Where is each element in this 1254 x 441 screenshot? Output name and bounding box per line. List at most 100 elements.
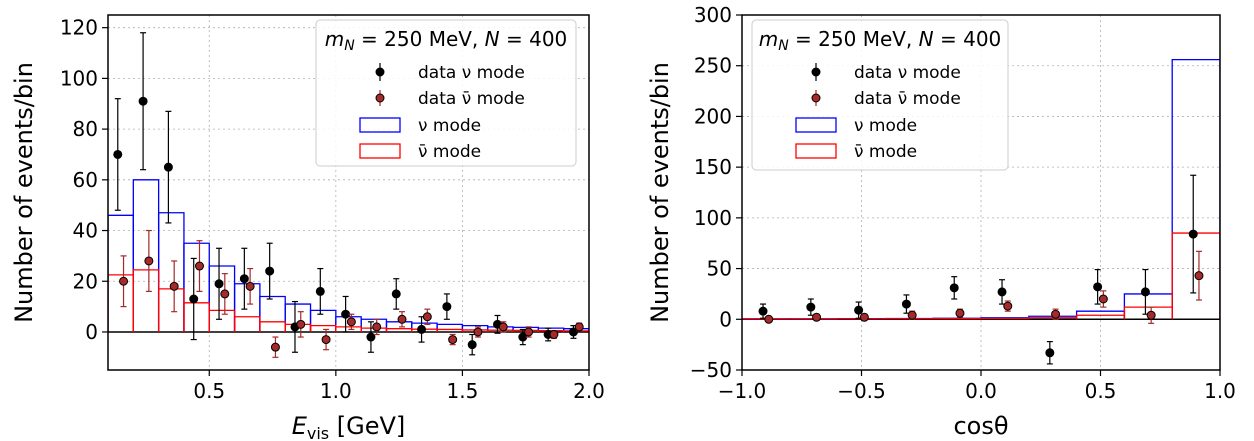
legend-label: data ν̄ mode (854, 89, 961, 109)
x-axis-label: cosθ (953, 412, 1008, 440)
legend-marker-data-nu (375, 67, 385, 77)
x-tick-label: 0.5 (193, 379, 225, 403)
legend-title-sub: N (778, 38, 789, 54)
data-point (265, 266, 275, 276)
legend-patch-nu (795, 117, 837, 133)
data-point (245, 281, 255, 291)
legend-label: data ν mode (418, 63, 525, 83)
data-point (113, 149, 123, 159)
x-label-main: E (292, 412, 308, 440)
data-point (758, 306, 768, 316)
data-point (366, 332, 376, 342)
chart-panel-2: −1.0 −0.5 0.0 0.5 1.0 −50 0 50 100 150 200 250 300 Nu… (646, 3, 1236, 440)
data-point (806, 302, 816, 312)
data-point (239, 274, 249, 284)
data-point (859, 312, 869, 322)
x-tick-label: −1.0 (718, 379, 767, 403)
y-tick-label: 250 (694, 54, 732, 78)
legend-marker-data-nubar (811, 93, 821, 103)
x-tick-label: −0.5 (837, 379, 886, 403)
hist-bar (233, 283, 261, 332)
legend-title: mN = 250 MeV, N = 400 (325, 27, 568, 54)
data-point (1093, 282, 1103, 292)
y-tick-label: 120 (60, 16, 98, 40)
hist-bar (259, 321, 286, 332)
data-point (391, 289, 401, 299)
legend: mN = 250 MeV, N = 400 data ν mode data ν̄ … (315, 19, 577, 167)
data-point (1051, 309, 1061, 319)
data-point (549, 330, 559, 339)
data-point (467, 340, 477, 350)
legend-patch-nubar (795, 143, 837, 159)
legend-title-m: m (325, 27, 344, 51)
legend-patch-nu (359, 117, 401, 133)
hist-bar (108, 214, 134, 332)
legend-title: mN = 250 MeV, N = 400 (759, 27, 1002, 54)
data-point (448, 335, 458, 345)
hist-bar (233, 316, 261, 332)
data-point (442, 302, 452, 312)
data-point (1194, 271, 1204, 281)
legend-title-sub: N (344, 38, 355, 54)
x-tick-label: 0.5 (1085, 379, 1117, 403)
data-point (417, 324, 427, 334)
hist-bar (132, 269, 160, 332)
x-tick-label: 1.0 (320, 379, 352, 403)
data-point (270, 342, 280, 352)
y-axis-label: Number of events/bin (10, 62, 38, 323)
series-data-nubar-mode (119, 229, 584, 358)
hist-bar (183, 242, 210, 332)
y-tick-label: 150 (694, 155, 732, 179)
y-tick-label: 300 (694, 3, 732, 27)
data-point (524, 327, 534, 337)
legend-marker-data-nu (811, 67, 821, 77)
data-point (854, 305, 864, 315)
series-data-nu-mode (113, 32, 578, 356)
series-data-nu-mode (758, 174, 1198, 365)
data-point (422, 312, 432, 322)
hist-bar (157, 212, 185, 332)
y-tick-label: 200 (694, 104, 732, 128)
data-point (568, 327, 578, 337)
hist-bar (208, 265, 236, 332)
legend-patch-nubar (359, 143, 401, 159)
x-label-sub: vis (307, 424, 329, 441)
data-point (1003, 301, 1013, 311)
hist-bar (132, 179, 160, 332)
data-point (397, 314, 407, 324)
legend-box (315, 19, 577, 167)
legend-title-end: = 400 (500, 27, 568, 51)
plot-area (108, 32, 589, 358)
legend-title-n: N (919, 27, 934, 51)
data-point (1188, 229, 1198, 239)
y-tick-label: −50 (690, 358, 732, 382)
legend-title-m: m (759, 27, 778, 51)
data-point (296, 319, 306, 329)
data-point (498, 322, 508, 332)
data-point (1146, 310, 1156, 320)
legend-marker-data-nubar (375, 93, 385, 103)
legend-title-mid: = 250 MeV, (789, 27, 919, 51)
legend-label: data ν̄ mode (418, 89, 525, 109)
y-tick-label: 80 (73, 117, 98, 141)
x-tick-label: 1.0 (1204, 379, 1236, 403)
data-point (214, 279, 224, 289)
data-point (372, 322, 382, 332)
data-point (315, 286, 325, 296)
data-point (949, 283, 959, 293)
data-point (1045, 348, 1055, 358)
data-point (119, 276, 129, 286)
hist-bar (932, 318, 982, 320)
hist-bar (259, 295, 286, 332)
y-tick-label: 60 (73, 168, 98, 192)
x-tick-label: 0.0 (965, 379, 997, 403)
y-tick-label: 40 (73, 219, 98, 243)
y-tick-label: 0 (719, 307, 732, 331)
data-point (473, 327, 483, 337)
data-point (955, 308, 965, 318)
series-data-nubar-mode (764, 250, 1204, 324)
hist-bar (157, 288, 185, 332)
axes-frame (107, 14, 590, 371)
y-tick-label: 50 (707, 257, 732, 281)
